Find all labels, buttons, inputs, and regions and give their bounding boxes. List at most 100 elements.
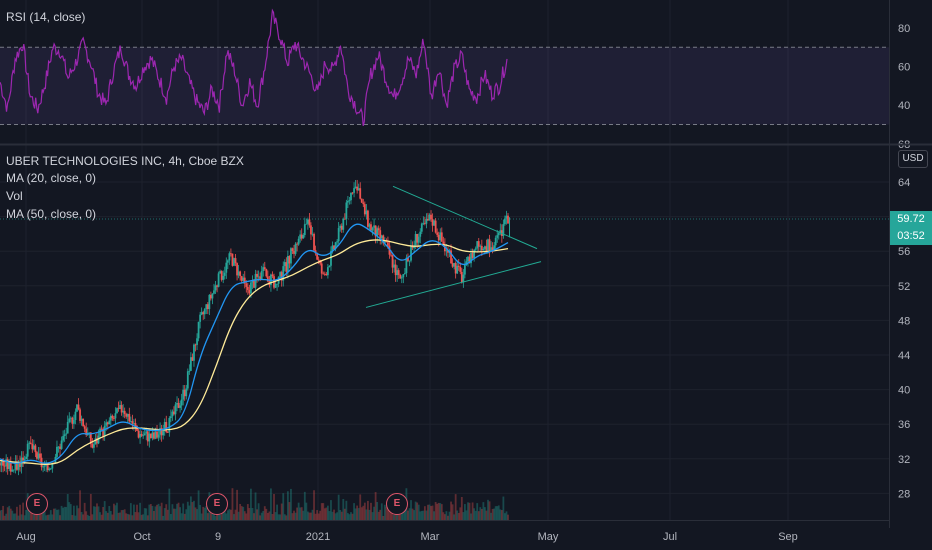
volume-bar: [163, 508, 166, 520]
volume-bar: [476, 503, 479, 520]
volume-bar: [388, 509, 391, 520]
candle-body: [34, 445, 37, 453]
candle-body: [126, 413, 129, 417]
candle-body: [168, 418, 171, 433]
volume-bar: [316, 510, 319, 520]
candle-body: [479, 245, 482, 247]
currency-button[interactable]: USD: [898, 150, 928, 168]
candle-body: [102, 428, 105, 437]
candle-body: [85, 428, 88, 435]
volume-bar: [493, 508, 496, 520]
candle-body: [62, 436, 65, 441]
volume-bar: [473, 508, 476, 520]
candle-body: [400, 277, 403, 279]
indicator-ma20-label[interactable]: MA (20, close, 0): [6, 171, 97, 185]
indicator-ma50-label[interactable]: MA (50, close, 0): [6, 207, 97, 221]
candle-body: [196, 338, 198, 345]
bar-countdown: 03:52: [890, 228, 932, 245]
volume-bar: [179, 507, 182, 520]
candle-body: [262, 267, 265, 272]
volume-bar: [202, 506, 205, 520]
candle-body: [454, 263, 457, 274]
volume-bar: [233, 514, 235, 520]
candle-body: [253, 280, 255, 288]
candle-body: [377, 228, 380, 231]
candle-body: [165, 422, 168, 433]
candle-body: [93, 444, 95, 448]
volume-bar: [52, 508, 55, 520]
volume-bar: [350, 512, 352, 520]
volume-bar: [254, 492, 257, 520]
volume-bar: [411, 508, 414, 520]
candle-body: [340, 225, 343, 230]
candle-body: [140, 434, 143, 436]
volume-bar: [6, 507, 9, 520]
candle-body: [159, 428, 161, 435]
candle-body: [217, 273, 220, 287]
candle-body: [46, 465, 49, 471]
volume-bar: [105, 511, 108, 520]
candle-body: [337, 228, 340, 242]
volume-bar: [337, 494, 340, 520]
volume-bar: [80, 512, 83, 520]
candle-body: [484, 246, 486, 249]
candle-body: [365, 210, 368, 215]
symbol-title[interactable]: UBER TECHNOLOGIES INC, 4h, Cboe BZX: [6, 154, 244, 168]
volume-bar: [34, 512, 37, 520]
candle-body: [199, 314, 202, 322]
volume-bar: [43, 508, 46, 520]
candle-body: [137, 430, 140, 438]
earnings-marker-nov[interactable]: E: [206, 493, 228, 515]
price-ytick-label: 36: [898, 419, 910, 431]
volume-bar: [0, 510, 1, 520]
rsi-title[interactable]: RSI (14, close): [6, 10, 86, 24]
volume-bar: [445, 511, 448, 520]
candle-body: [354, 186, 357, 189]
candle-body: [345, 202, 348, 219]
volume-bar: [326, 505, 329, 520]
candle-body: [462, 274, 465, 283]
candle-body: [106, 422, 109, 425]
candle-body: [306, 219, 309, 224]
volume-bar: [491, 508, 494, 520]
earnings-marker-feb[interactable]: E: [386, 493, 408, 515]
candle-body: [494, 237, 497, 246]
candle-body: [139, 434, 141, 438]
candle-body: [88, 432, 91, 434]
candle-body: [477, 241, 480, 247]
candle-body: [393, 264, 395, 268]
volume-bar: [176, 503, 178, 520]
rsi-ytick-label: 80: [898, 23, 910, 35]
volume-bar: [226, 510, 229, 520]
volume-bar: [286, 491, 289, 520]
candle-body: [351, 192, 354, 194]
candle-body: [322, 273, 325, 275]
volume-bar: [288, 502, 291, 520]
volume-bar: [93, 506, 95, 520]
volume-bar: [139, 502, 141, 520]
candle-body: [488, 239, 491, 251]
volume-bar: [76, 505, 78, 520]
candle-body: [8, 461, 11, 469]
volume-bar: [56, 509, 58, 520]
volume-bar: [46, 514, 49, 520]
earnings-marker-aug[interactable]: E: [26, 493, 48, 515]
volume-bar: [123, 509, 126, 520]
indicator-vol-label[interactable]: Vol: [6, 189, 23, 203]
candle-body: [222, 275, 225, 280]
candle-body: [103, 425, 106, 437]
candle-body: [297, 238, 300, 245]
volume-bar: [0, 509, 3, 520]
xtick-label: Oct: [133, 531, 150, 543]
volume-bar: [246, 504, 249, 520]
volume-bar: [149, 504, 152, 520]
candle-body: [194, 344, 197, 346]
candle-body: [416, 233, 419, 243]
candle-body: [166, 432, 169, 433]
candle-body: [80, 418, 83, 421]
candle-body: [476, 241, 479, 249]
volume-bar: [480, 508, 483, 520]
volume-bar: [39, 514, 41, 520]
volume-bar: [9, 508, 12, 520]
volume-bar: [146, 515, 149, 520]
